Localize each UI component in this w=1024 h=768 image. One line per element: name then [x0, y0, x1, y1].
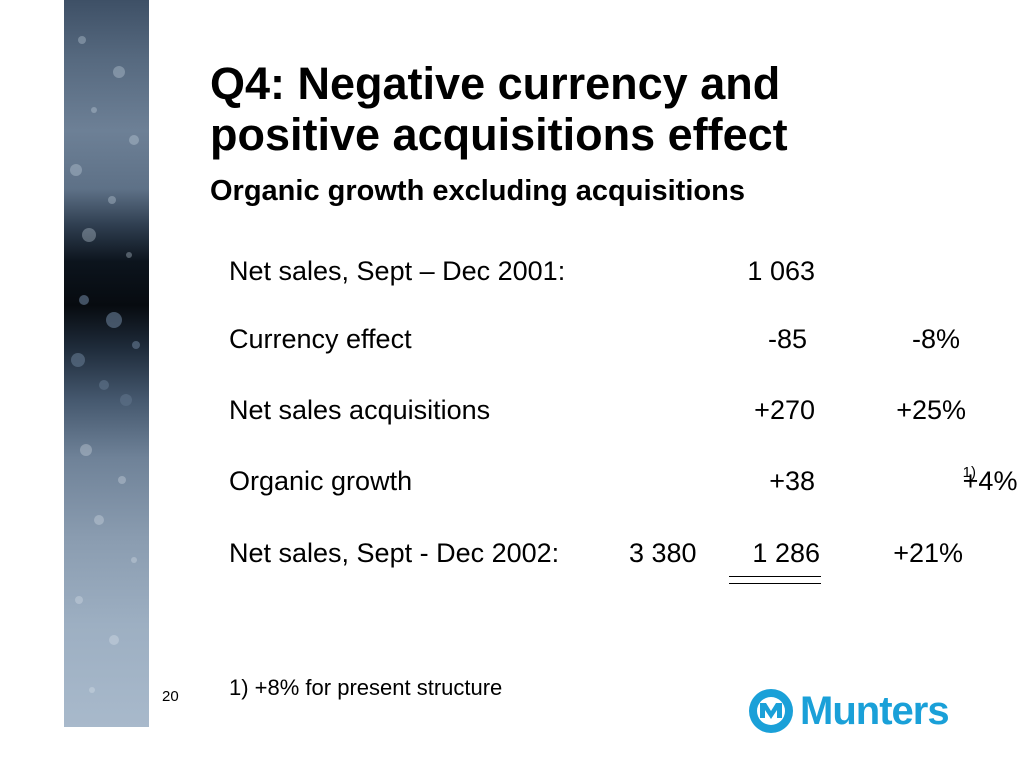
row-amount: 1 286 — [752, 538, 820, 568]
slide-title: Q4: Negative currency and positive acqui… — [210, 58, 788, 160]
row-label: Net sales, Sept – Dec 2001: — [229, 256, 566, 286]
table-row: Net sales acquisitions +270 +25% — [0, 394, 1024, 434]
row-percent: +21% — [893, 538, 963, 568]
row-percent: +4% 1) — [962, 464, 1018, 497]
table-row: Organic growth +38 +4% 1) — [0, 465, 1024, 505]
table-row: Net sales, Sept – Dec 2001: 1 063 — [0, 255, 1024, 295]
row-label: Currency effect — [229, 324, 412, 354]
title-line-1: Q4: Negative currency and — [210, 58, 781, 109]
row-label: Net sales acquisitions — [229, 395, 491, 425]
total-double-underline — [729, 576, 821, 584]
row-percent-value: +4% — [962, 466, 1018, 496]
row-label: Net sales, Sept - Dec 2002: — [229, 538, 560, 568]
footnote-marker: 1) — [962, 464, 976, 481]
munters-logo: Munters — [748, 687, 950, 735]
row-label: Organic growth — [229, 466, 413, 496]
row-percent: -8% — [911, 324, 960, 354]
row-amount: 1 063 — [747, 256, 815, 286]
table-row: Currency effect -85 -8% — [0, 323, 1024, 363]
water-droplets-image — [64, 0, 149, 727]
munters-logo-mark-icon — [749, 689, 793, 733]
footnote: 1) +8% for present structure — [229, 675, 503, 700]
page-number: 20 — [162, 688, 179, 705]
row-extra: 3 380 — [629, 538, 697, 568]
title-line-2: positive acquisitions effect — [210, 109, 788, 160]
row-amount: +38 — [769, 466, 815, 496]
row-amount: +270 — [754, 395, 815, 425]
row-amount: -85 — [767, 324, 807, 354]
munters-logo-text: Munters — [800, 688, 950, 733]
slide-subtitle: Organic growth excluding acquisitions — [210, 175, 745, 207]
row-percent: +25% — [896, 395, 966, 425]
droplets-graphic — [70, 36, 140, 693]
table-row: Net sales, Sept - Dec 2002: 3 380 1 286 … — [0, 537, 1024, 577]
